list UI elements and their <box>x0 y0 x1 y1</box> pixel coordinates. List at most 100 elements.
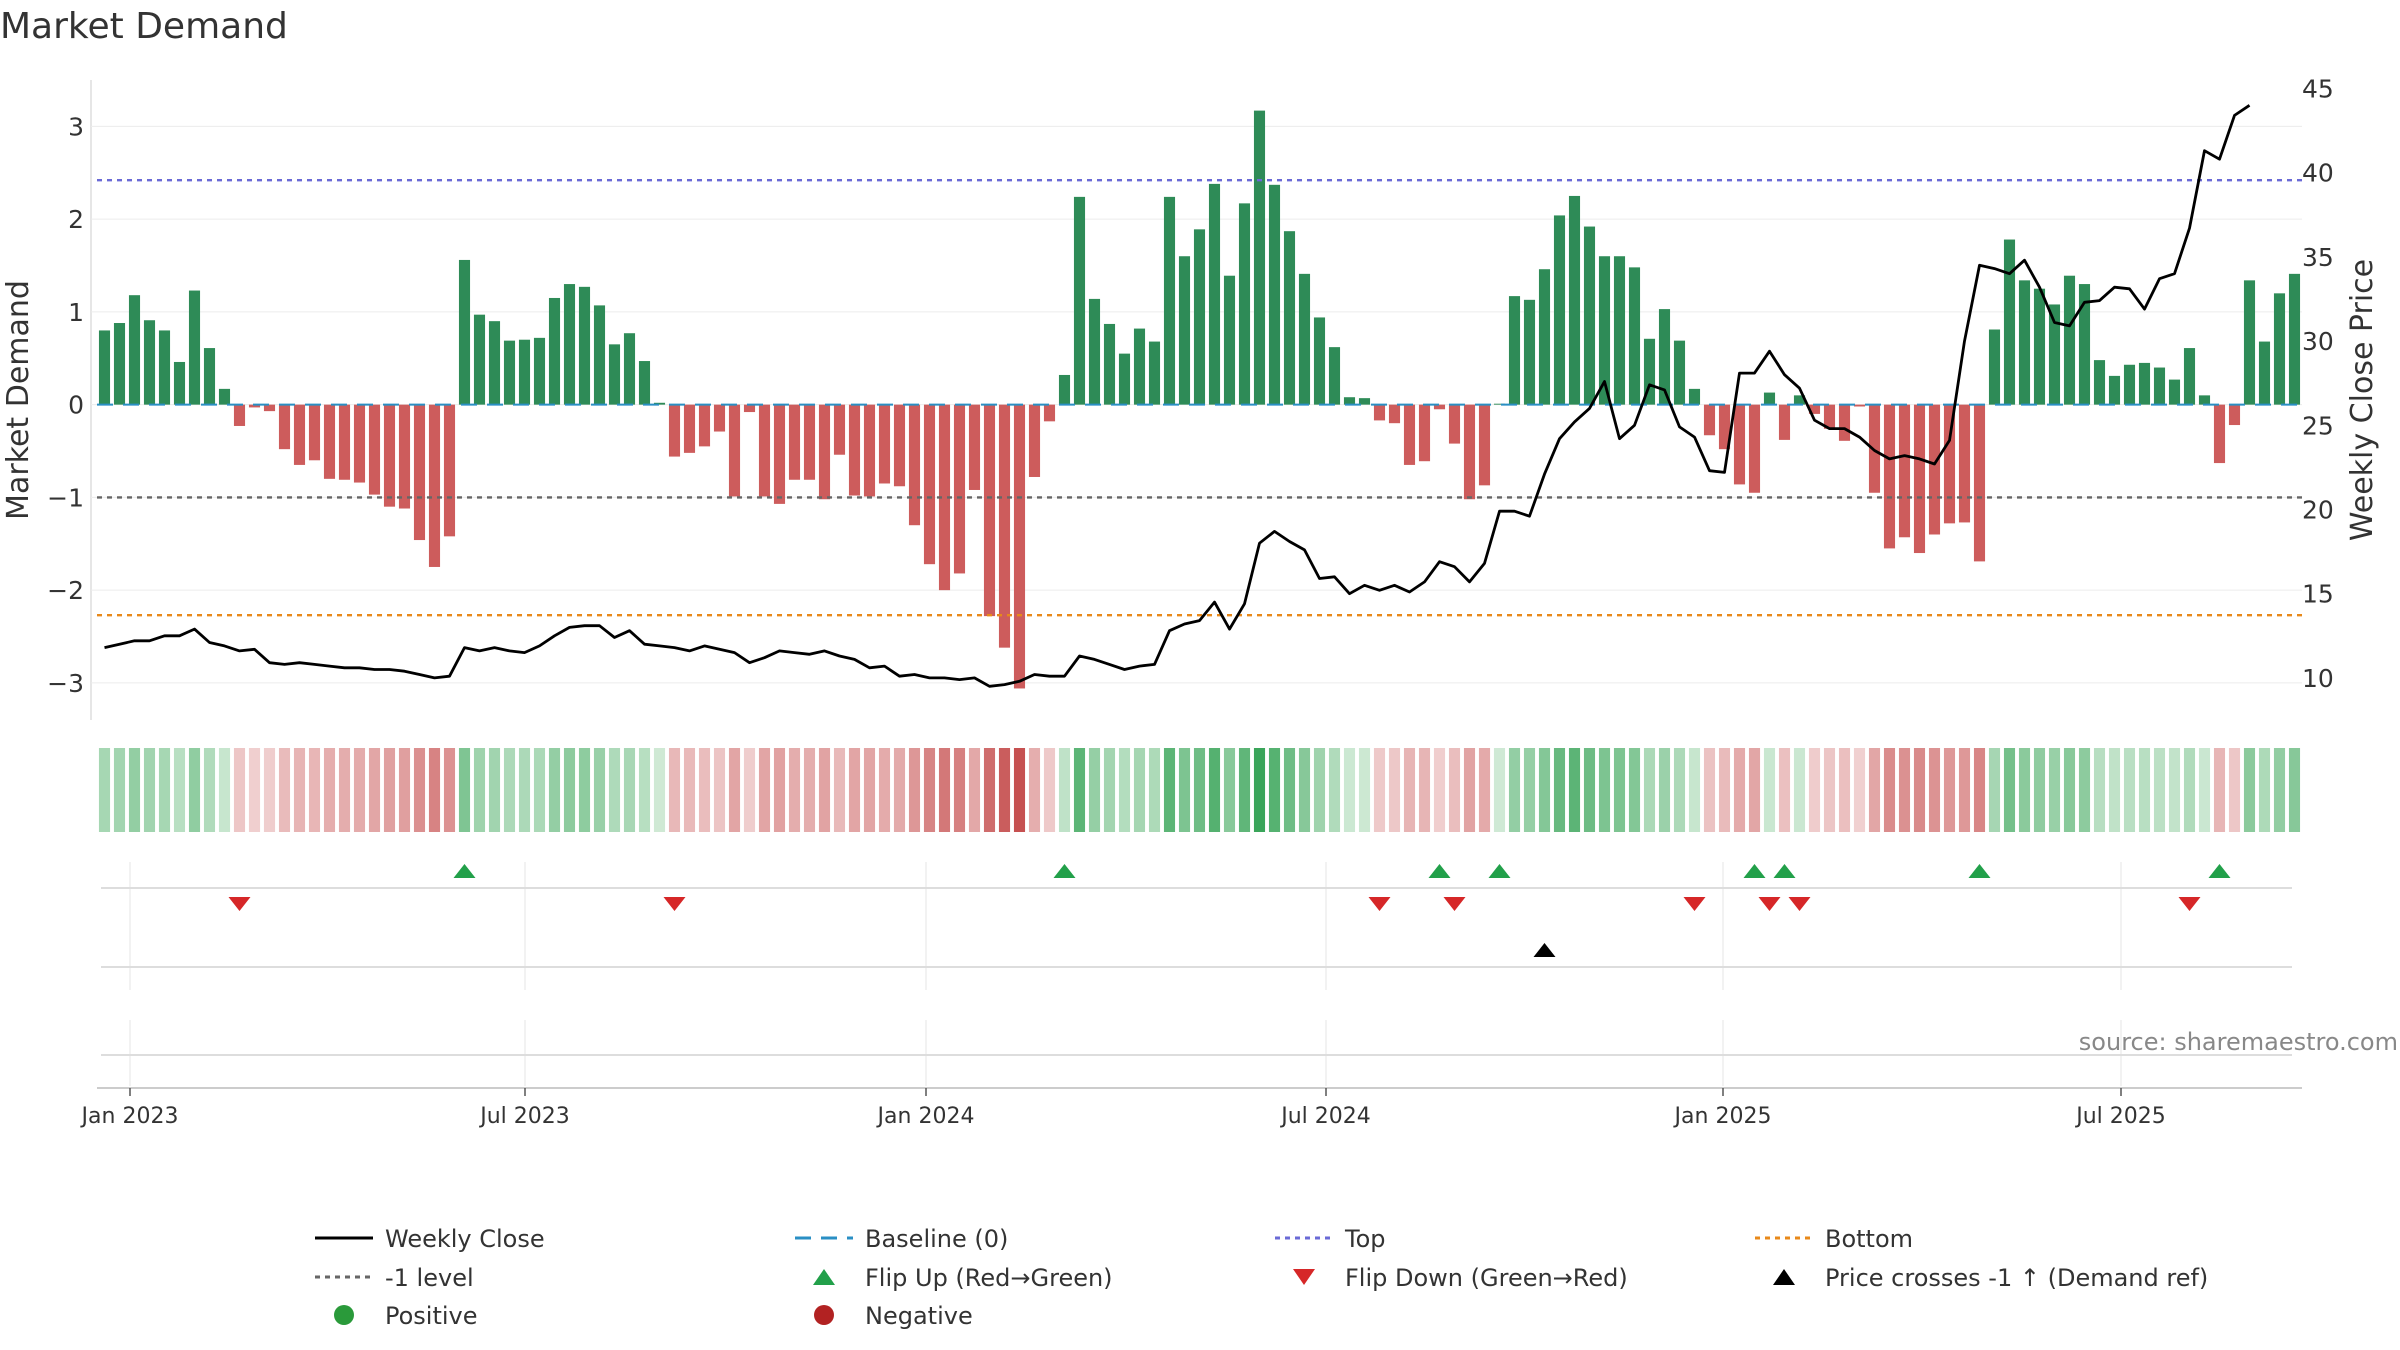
heat-cell <box>1238 748 1251 832</box>
y-tick-label: 3 <box>68 112 84 141</box>
negative-bar <box>923 404 936 565</box>
y2-axis-title: Weekly Close Price <box>2345 259 2380 541</box>
heat-cell <box>113 748 126 832</box>
heat-cell <box>1988 748 2001 832</box>
heat-cell <box>1583 748 1596 832</box>
positive-bar <box>1058 374 1071 405</box>
positive-bar <box>1493 403 1506 405</box>
legend-swatch <box>1773 1269 1795 1285</box>
positive-bar <box>2048 304 2061 405</box>
heat-cell <box>818 748 831 832</box>
legend-label: -1 level <box>385 1264 474 1292</box>
negative-bar <box>773 404 786 504</box>
x-tick-label: Jul 2024 <box>1279 1104 1371 1129</box>
heat-cell <box>593 748 606 832</box>
flip-down-marker <box>1758 897 1781 911</box>
heat-cell <box>1433 748 1446 832</box>
price-cross-marker <box>1533 943 1556 957</box>
negative-bar <box>1013 404 1026 689</box>
heat-cell <box>1463 748 1476 832</box>
heat-cell <box>1223 748 1236 832</box>
weekly-close-polyline <box>104 104 2251 688</box>
heat-cell <box>1133 748 1146 832</box>
legend-label: Negative <box>865 1302 973 1330</box>
heat-cell <box>1448 748 1461 832</box>
heat-cell <box>2033 748 2046 832</box>
negative-bar <box>998 404 1011 648</box>
heat-cell <box>308 748 321 832</box>
positive-bar <box>533 337 546 405</box>
heat-cell <box>2063 748 2076 832</box>
negative-bar <box>968 404 981 490</box>
heat-cell <box>2183 748 2196 832</box>
positive-bar <box>1358 398 1371 405</box>
negative-bar <box>683 404 696 453</box>
positive-bar <box>113 323 126 405</box>
heat-cell <box>2138 748 2151 832</box>
heat-cell <box>2108 748 2121 832</box>
heat-cell <box>1943 748 1956 832</box>
heat-cell <box>773 748 786 832</box>
positive-bar <box>1268 184 1281 405</box>
heat-cell <box>938 748 951 832</box>
legend-item: Negative <box>814 1302 973 1330</box>
heat-cell <box>353 748 366 832</box>
legend-item: Price crosses -1 ↑ (Demand ref) <box>1773 1264 2208 1292</box>
heat-cell <box>1478 748 1491 832</box>
negative-bar <box>908 404 921 526</box>
heat-cell <box>2048 748 2061 832</box>
negative-bar <box>1478 404 1491 486</box>
x-tick-label: Jan 2025 <box>1673 1104 1772 1129</box>
heat-cell <box>788 748 801 832</box>
heat-cell <box>1868 748 1881 832</box>
legend-item: Top <box>1275 1225 1386 1253</box>
heat-cell <box>1598 748 1611 832</box>
negative-bar <box>878 404 891 484</box>
positive-bar <box>1538 269 1551 405</box>
y2-tick-label: 20 <box>2302 495 2334 524</box>
positive-bar <box>1673 340 1686 405</box>
heat-cell <box>1058 748 1071 832</box>
positive-bar <box>2183 348 2196 405</box>
negative-bar <box>938 404 951 591</box>
heat-cell <box>1313 748 1326 832</box>
heat-cell <box>833 748 846 832</box>
negative-bar <box>1958 404 1971 523</box>
positive-bar <box>563 284 576 405</box>
heat-cell <box>143 748 156 832</box>
signal-markers <box>228 864 2231 957</box>
heat-cell <box>878 748 891 832</box>
heat-cell <box>2003 748 2016 832</box>
legend-item: Flip Down (Green→Red) <box>1293 1264 1628 1292</box>
heat-cell <box>1613 748 1626 832</box>
negative-bar <box>353 404 366 483</box>
positive-bar <box>1178 256 1191 405</box>
heat-cell <box>413 748 426 832</box>
positive-bar <box>2078 284 2091 405</box>
heat-cell <box>173 748 186 832</box>
heat-cell <box>233 748 246 832</box>
negative-bar <box>278 404 291 450</box>
heat-cell <box>2018 748 2031 832</box>
legend-label: Positive <box>385 1302 478 1330</box>
flip-up-marker <box>1743 864 1766 878</box>
heat-cell <box>2153 748 2166 832</box>
heat-cell <box>263 748 276 832</box>
positive-bar <box>2288 273 2301 405</box>
negative-bar <box>1883 404 1896 549</box>
heat-cell <box>2288 748 2301 832</box>
x-tick-label: Jul 2025 <box>2074 1104 2166 1129</box>
heat-cell <box>728 748 741 832</box>
positive-bar <box>1988 329 2001 405</box>
negative-bar <box>953 404 966 574</box>
heat-cell <box>98 748 111 832</box>
negative-bar <box>1913 404 1926 554</box>
flip-up-marker <box>1428 864 1451 878</box>
heat-cell <box>1733 748 1746 832</box>
heat-cell <box>743 748 756 832</box>
positive-bar <box>1238 203 1251 405</box>
positive-bar <box>1298 273 1311 405</box>
positive-bar <box>1148 341 1161 405</box>
legend: Weekly Close Baseline (0) Top Bottom -1 leve… <box>315 1225 2208 1330</box>
y2-tick-label: 45 <box>2302 74 2334 103</box>
